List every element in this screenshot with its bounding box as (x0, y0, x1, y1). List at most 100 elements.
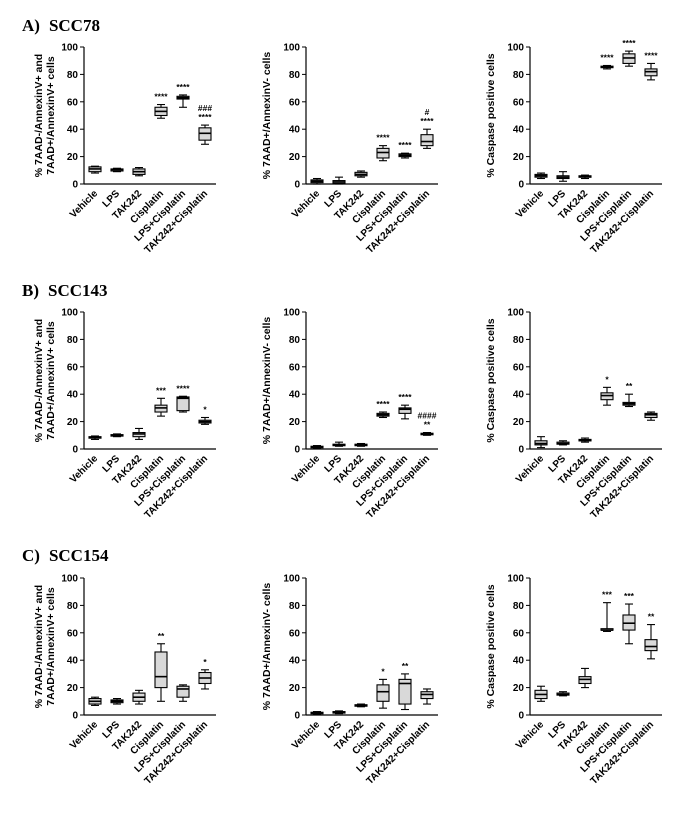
box-cisplatin (600, 602, 614, 632)
y-tick-label: 0 (72, 711, 78, 722)
y-tick-label: 20 (513, 417, 525, 428)
y-tick-label: 40 (67, 125, 79, 136)
box-iqr (398, 678, 412, 705)
box-lps-cisplatin (398, 152, 412, 159)
significance-marker: ### (198, 103, 212, 113)
y-tick-label: 40 (513, 390, 525, 401)
y-tick-label: 80 (67, 70, 79, 81)
box-cisplatin (376, 411, 390, 419)
box-lps (556, 171, 570, 182)
box-cisplatin (376, 145, 390, 162)
box-lps-cisplatin (622, 393, 636, 408)
box-cisplatin (154, 643, 168, 702)
significance-marker: ** (648, 612, 655, 622)
significance-marker: * (203, 404, 207, 414)
y-tick-label: 0 (72, 445, 78, 456)
y-tick-label: 20 (67, 683, 79, 694)
significance-marker: *** (156, 385, 167, 395)
significance-marker: *** (624, 591, 635, 601)
box-vehicle (534, 685, 548, 702)
y-tick-label: 60 (513, 362, 525, 373)
significance-marker: ** (402, 661, 409, 671)
box-tak242-cisplatin (420, 128, 434, 149)
box-tak242-cisplatin (420, 432, 434, 436)
box-iqr (176, 396, 190, 412)
box-lps-cisplatin (398, 404, 412, 420)
chart-panel: 0 20 40 60 80 100 % 7AAD+/AnnexinV- cells Vehic… (261, 308, 438, 521)
x-category-label: Vehicle (514, 719, 546, 751)
significance-marker: ** (158, 631, 165, 641)
box-lps (332, 710, 346, 715)
significance-marker: # (425, 107, 430, 117)
y-axis-title: % 7AAD-/AnnexinV+ and7AAD+/AnnexinV+ cel… (33, 319, 57, 442)
y-tick-label: 40 (67, 656, 79, 667)
significance-marker: **** (198, 112, 212, 122)
x-category-label: Vehicle (68, 188, 100, 220)
box-tak242-cisplatin (198, 124, 212, 145)
y-tick-label: 100 (283, 308, 300, 319)
significance-marker: * (203, 657, 207, 667)
box-lps-cisplatin (176, 94, 190, 108)
box-cisplatin (600, 64, 614, 70)
box-tak242 (132, 167, 146, 177)
significance-marker: * (605, 374, 609, 384)
y-tick-label: 80 (289, 601, 301, 612)
x-category-label: Vehicle (290, 719, 322, 751)
box-lps-cisplatin (176, 395, 190, 413)
x-category-label: Vehicle (514, 188, 546, 220)
x-category-label: Vehicle (514, 453, 546, 485)
box-tak242 (354, 170, 368, 178)
box-cisplatin (154, 397, 168, 417)
y-tick-label: 100 (507, 574, 524, 585)
y-tick-label: 80 (289, 70, 301, 81)
y-tick-label: 80 (67, 601, 79, 612)
box-tak242 (132, 689, 146, 705)
chart-panel: 0 20 40 60 80 100 % 7AAD-/AnnexinV+ and7AAD+/A… (33, 308, 216, 521)
box-iqr (176, 685, 190, 698)
chart-panel: 0 20 40 60 80 100 % 7AAD+/AnnexinV- cells Vehic… (261, 574, 438, 787)
box-cisplatin (376, 678, 390, 709)
y-tick-label: 100 (61, 43, 78, 54)
y-tick-label: 0 (294, 445, 300, 456)
box-tak242-cisplatin (644, 62, 658, 81)
box-lps (556, 440, 570, 446)
y-tick-label: 80 (513, 601, 525, 612)
box-lps (332, 176, 346, 185)
box-vehicle (310, 445, 324, 449)
y-tick-label: 40 (289, 656, 301, 667)
y-tick-label: 20 (289, 417, 301, 428)
y-tick-label: 40 (289, 390, 301, 401)
y-axis-title: % 7AAD-/AnnexinV+ and7AAD+/AnnexinV+ cel… (33, 54, 57, 177)
y-tick-label: 20 (289, 152, 301, 163)
box-iqr (398, 407, 412, 414)
box-iqr (154, 651, 168, 689)
box-cisplatin (600, 386, 614, 406)
box-vehicle (534, 436, 548, 449)
y-tick-label: 60 (289, 628, 301, 639)
box-lps (556, 691, 570, 697)
y-tick-label: 100 (61, 308, 78, 319)
section-title-b: B) SCC143 (22, 281, 108, 300)
box-tak242 (354, 442, 368, 447)
y-tick-label: 40 (67, 390, 79, 401)
box-iqr (420, 134, 434, 147)
box-lps-cisplatin (176, 684, 190, 702)
y-tick-label: 100 (283, 574, 300, 585)
box-tak242-cisplatin (644, 624, 658, 660)
box-vehicle (310, 177, 324, 185)
y-tick-label: 80 (289, 335, 301, 346)
box-vehicle (88, 696, 102, 706)
y-tick-label: 20 (513, 683, 525, 694)
y-tick-label: 40 (513, 125, 525, 136)
y-tick-label: 0 (72, 180, 78, 191)
box-vehicle (88, 165, 102, 174)
significance-marker: **** (600, 52, 614, 62)
chart-panel: 0 20 40 60 80 100 % Caspase positive cells Vehi… (485, 38, 662, 256)
y-axis-title: % 7AAD-/AnnexinV+ and7AAD+/AnnexinV+ cel… (33, 585, 57, 708)
y-axis-title: % 7AAD+/AnnexinV- cells (261, 317, 273, 445)
y-tick-label: 20 (67, 152, 79, 163)
y-tick-label: 60 (513, 628, 525, 639)
box-iqr (644, 639, 658, 652)
box-tak242 (354, 703, 368, 708)
significance-marker: **** (176, 383, 190, 393)
